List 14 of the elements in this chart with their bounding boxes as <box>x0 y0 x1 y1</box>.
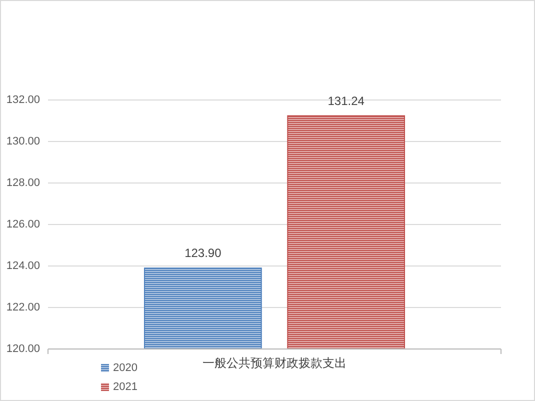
y-tick-label: 130.00 <box>6 136 40 148</box>
legend-item: 2020 <box>101 362 138 374</box>
legend-label: 2021 <box>113 381 138 393</box>
x-tick-label: 一般公共预算财政拨款支出 <box>202 356 346 370</box>
y-tick-label: 126.00 <box>6 218 40 230</box>
y-tick-label: 122.00 <box>6 302 40 314</box>
data-label: 123.90 <box>184 246 222 260</box>
legend-item: 2021 <box>101 381 138 393</box>
y-tick-label: 124.00 <box>6 260 40 272</box>
legend-label: 2020 <box>113 362 138 374</box>
y-tick-label: 120.00 <box>6 343 40 355</box>
y-tick-label: 132.00 <box>6 94 40 106</box>
data-label: 131.24 <box>328 94 365 108</box>
y-tick-label: 128.00 <box>6 177 40 189</box>
